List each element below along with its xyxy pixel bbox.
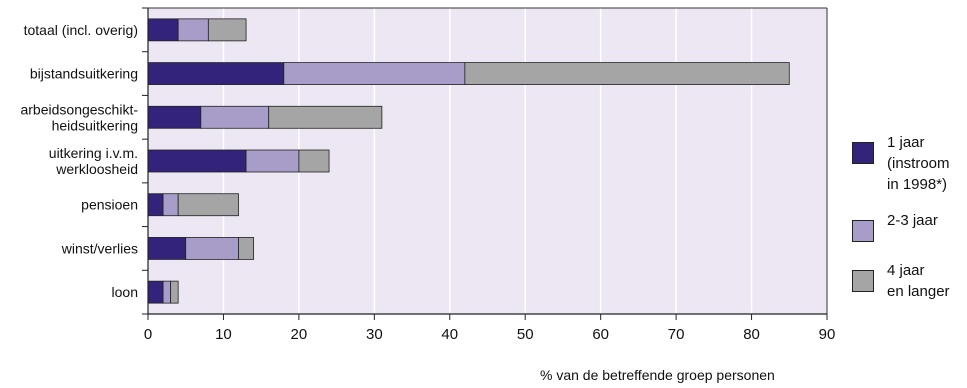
bar-segment bbox=[298, 149, 330, 173]
x-tick-label: 30 bbox=[366, 326, 383, 343]
category-label: loon bbox=[112, 284, 138, 300]
category-label-line: heidsuitkering bbox=[52, 117, 138, 133]
bar-segment bbox=[177, 18, 209, 42]
x-tick-label: 0 bbox=[144, 326, 152, 343]
axes bbox=[142, 7, 828, 320]
bar-segment bbox=[147, 280, 164, 304]
x-tick-label: 60 bbox=[592, 326, 609, 343]
bar-segment bbox=[147, 62, 285, 85]
category-label: winst/verlies bbox=[61, 240, 138, 256]
bar-segment bbox=[185, 237, 239, 260]
bar-segment bbox=[177, 193, 239, 217]
bars bbox=[147, 18, 790, 304]
bar-segment bbox=[162, 280, 172, 304]
legend-label: 1 jaar (instroom in 1998*) bbox=[887, 134, 950, 193]
bar-segment bbox=[245, 149, 300, 173]
bar-segment bbox=[170, 280, 179, 304]
legend-label: 4 jaar en langer bbox=[887, 262, 950, 300]
category-label-line: bijstandsuitkering bbox=[30, 66, 138, 82]
bar-segment bbox=[147, 193, 164, 217]
category-label: arbeidsongeschikt-heidsuitkering bbox=[20, 101, 138, 133]
bar-segment bbox=[238, 237, 255, 260]
bar-segment bbox=[147, 105, 202, 129]
category-label-line: arbeidsongeschikt- bbox=[20, 101, 138, 117]
category-label: totaal (incl. overig) bbox=[24, 22, 138, 38]
legend-swatch bbox=[852, 220, 874, 242]
category-label-line: pensioen bbox=[81, 197, 138, 213]
category-label-line: loon bbox=[112, 284, 138, 300]
bar-segment bbox=[147, 237, 187, 260]
category-label: uitkering i.v.m. werkloosheid bbox=[49, 145, 138, 177]
x-tick-label: 40 bbox=[441, 326, 458, 343]
category-label-line: uitkering i.v.m. bbox=[49, 145, 138, 161]
x-tick-labels: 0 10 20 30 40 50 60 70 80 90 bbox=[144, 326, 836, 343]
bar-segment bbox=[162, 193, 179, 217]
x-tick-label: 90 bbox=[819, 326, 836, 343]
bar-segment bbox=[147, 18, 179, 42]
legend-label: 2-3 jaar bbox=[887, 212, 938, 229]
x-tick-label: 20 bbox=[291, 326, 308, 343]
bar-segment bbox=[200, 105, 270, 129]
x-tick-label: 80 bbox=[743, 326, 760, 343]
legend-item: 4 jaar en langer bbox=[852, 260, 950, 302]
category-label-line: winst/verlies bbox=[61, 240, 138, 256]
x-tick-label: 70 bbox=[668, 326, 685, 343]
bar-segment bbox=[147, 149, 247, 173]
x-axis-label: % van de betreffende groep personen bbox=[540, 367, 775, 383]
category-label: pensioen bbox=[81, 197, 138, 213]
category-labels: totaal (incl. overig) bijstandsuitkering a… bbox=[20, 22, 138, 300]
bar-segment bbox=[268, 105, 383, 129]
x-tick-label: 10 bbox=[215, 326, 232, 343]
category-label-line: werkloosheid bbox=[55, 161, 138, 177]
x-tick-label: 50 bbox=[517, 326, 534, 343]
category-label: bijstandsuitkering bbox=[30, 66, 138, 82]
legend-swatch bbox=[852, 270, 874, 292]
legend-swatch bbox=[852, 142, 874, 164]
legend-item: 1 jaar (instroom in 1998*) bbox=[852, 132, 950, 195]
bar-segment bbox=[283, 62, 466, 85]
legend-item: 2-3 jaar bbox=[852, 210, 938, 242]
bar-segment bbox=[464, 62, 790, 85]
bar-segment bbox=[207, 18, 247, 42]
category-label-line: totaal (incl. overig) bbox=[24, 22, 138, 38]
